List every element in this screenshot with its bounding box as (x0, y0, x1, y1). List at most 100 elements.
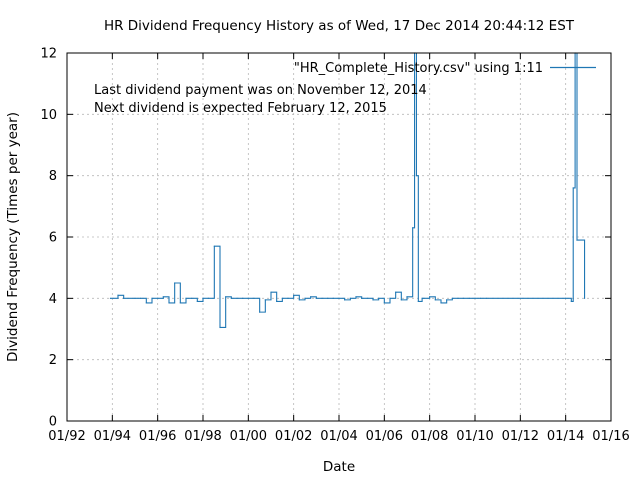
data-point (383, 302, 385, 304)
data-point (423, 297, 425, 299)
data-point (304, 297, 306, 299)
y-tick-label: 6 (49, 231, 57, 246)
data-point (378, 297, 380, 299)
data-point (253, 297, 255, 299)
x-tick-label: 01/02 (275, 429, 312, 444)
data-point (202, 297, 204, 299)
data-point (570, 300, 572, 302)
data-point (162, 296, 164, 298)
data-point (276, 300, 278, 302)
data-point (298, 299, 300, 301)
data-point (242, 297, 244, 299)
data-point (196, 300, 198, 302)
data-point (134, 297, 136, 299)
data-point (355, 296, 357, 298)
data-point (219, 326, 221, 329)
data-point (400, 299, 402, 301)
data-point (157, 297, 159, 299)
data-point (389, 297, 391, 299)
y-tick-label: 12 (40, 47, 57, 62)
data-point (446, 299, 448, 301)
y-tick-label: 0 (49, 415, 57, 430)
data-point (344, 299, 346, 301)
x-tick-label: 01/00 (230, 429, 267, 444)
data-point (225, 296, 227, 298)
data-point (451, 297, 453, 299)
data-point (583, 297, 586, 299)
data-point (572, 187, 574, 189)
data-point (191, 297, 193, 299)
data-point (321, 297, 323, 299)
data-point (440, 302, 442, 304)
data-point (415, 175, 418, 177)
x-axis: 01/92 01/94 01/96 01/98 01/00 01/02 01/04 01/06… (48, 53, 630, 444)
data-point (434, 299, 436, 301)
x-tick-label: 01/14 (547, 429, 584, 444)
x-tick-label: 01/12 (502, 429, 539, 444)
data-point (230, 297, 232, 299)
data-point (168, 302, 170, 304)
data-point (327, 297, 329, 299)
data-point (463, 297, 465, 299)
y-tick-label: 8 (49, 169, 57, 184)
data-point (349, 297, 351, 299)
data-point (480, 297, 482, 299)
data-point (145, 302, 147, 304)
data-point (123, 297, 125, 299)
data-point (310, 296, 312, 298)
x-tick-label: 01/96 (139, 429, 176, 444)
y-tick-label: 10 (40, 108, 57, 123)
data-point (361, 297, 363, 299)
x-tick-label: 01/08 (411, 429, 448, 444)
data-point (208, 297, 210, 299)
annotation-last-dividend: Last dividend payment was on November 12… (94, 83, 427, 98)
data-point (406, 296, 408, 298)
data-point (281, 297, 283, 299)
data-point (315, 297, 317, 299)
data-point (576, 239, 578, 241)
data-point (264, 299, 266, 301)
data-point (372, 299, 374, 301)
data-point (236, 297, 238, 299)
data-point (109, 297, 112, 299)
plot-frame (66, 52, 612, 422)
x-tick-label: 01/06 (366, 429, 403, 444)
data-point (395, 291, 397, 293)
data-point (429, 296, 431, 298)
data-point (366, 297, 368, 299)
annotation-next-dividend: Next dividend is expected February 12, 2… (94, 101, 387, 116)
data-point (174, 282, 176, 284)
data-point (417, 300, 419, 302)
data-point (474, 297, 476, 299)
x-axis-label: Date (323, 459, 355, 475)
data-point (247, 297, 249, 299)
data-point (287, 297, 289, 299)
data-point (185, 297, 187, 299)
data-point (468, 297, 470, 299)
x-tick-label: 01/16 (592, 429, 629, 444)
data-point (179, 302, 181, 304)
x-tick-label: 01/04 (320, 429, 357, 444)
y-tick-label: 4 (49, 292, 57, 307)
chart-title: HR Dividend Frequency History as of Wed,… (104, 18, 575, 34)
legend: "HR_Complete_History.csv" using 1:11 (294, 61, 596, 76)
data-point (270, 291, 272, 293)
data-point (213, 245, 215, 247)
data-point (117, 294, 119, 296)
x-tick-label: 01/94 (94, 429, 131, 444)
x-tick-label: 01/10 (456, 429, 493, 444)
data-point (565, 297, 567, 299)
x-tick-label: 01/98 (184, 429, 221, 444)
data-point (578, 239, 580, 241)
data-point (332, 297, 334, 299)
data-point (259, 311, 261, 313)
y-axis-label: Dividend Frequency (Times per year) (5, 112, 21, 362)
data-point (421, 297, 423, 299)
data-point (412, 227, 414, 229)
data-point (338, 297, 340, 299)
data-point (485, 297, 487, 299)
data-point (151, 297, 153, 299)
data-point (140, 297, 142, 299)
data-point (293, 294, 295, 296)
